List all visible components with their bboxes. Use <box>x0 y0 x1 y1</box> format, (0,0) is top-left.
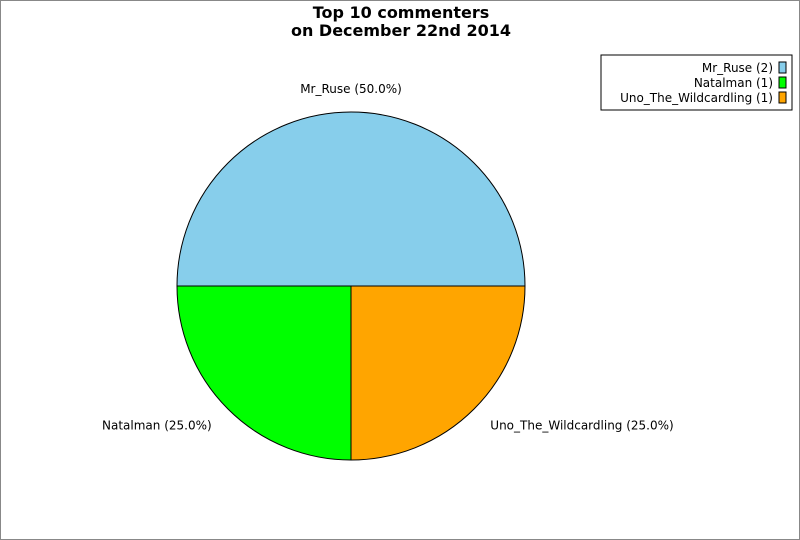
pie-slice-mr-ruse <box>176 111 526 287</box>
legend: Mr_Ruse (2)Natalman (1)Uno_The_Wildcardl… <box>600 54 793 111</box>
legend-entry: Uno_The_Wildcardling (1) <box>620 91 773 105</box>
slice-label: Uno_The_Wildcardling (25.0%) <box>490 418 673 432</box>
pie-slice-uno-the-wildcardling <box>350 285 526 461</box>
legend-swatch <box>778 76 787 89</box>
legend-entry: Natalman (1) <box>694 76 773 90</box>
chart-title-line-2: on December 22nd 2014 <box>291 21 511 40</box>
legend-swatch <box>778 91 787 104</box>
pie-slice-natalman <box>176 285 352 461</box>
legend-swatch <box>778 61 787 74</box>
slice-label: Mr_Ruse (50.0%) <box>300 82 402 96</box>
chart-title-line-1: Top 10 commenters <box>313 3 490 22</box>
slice-label: Natalman (25.0%) <box>102 418 212 432</box>
legend-entry: Mr_Ruse (2) <box>702 61 773 75</box>
